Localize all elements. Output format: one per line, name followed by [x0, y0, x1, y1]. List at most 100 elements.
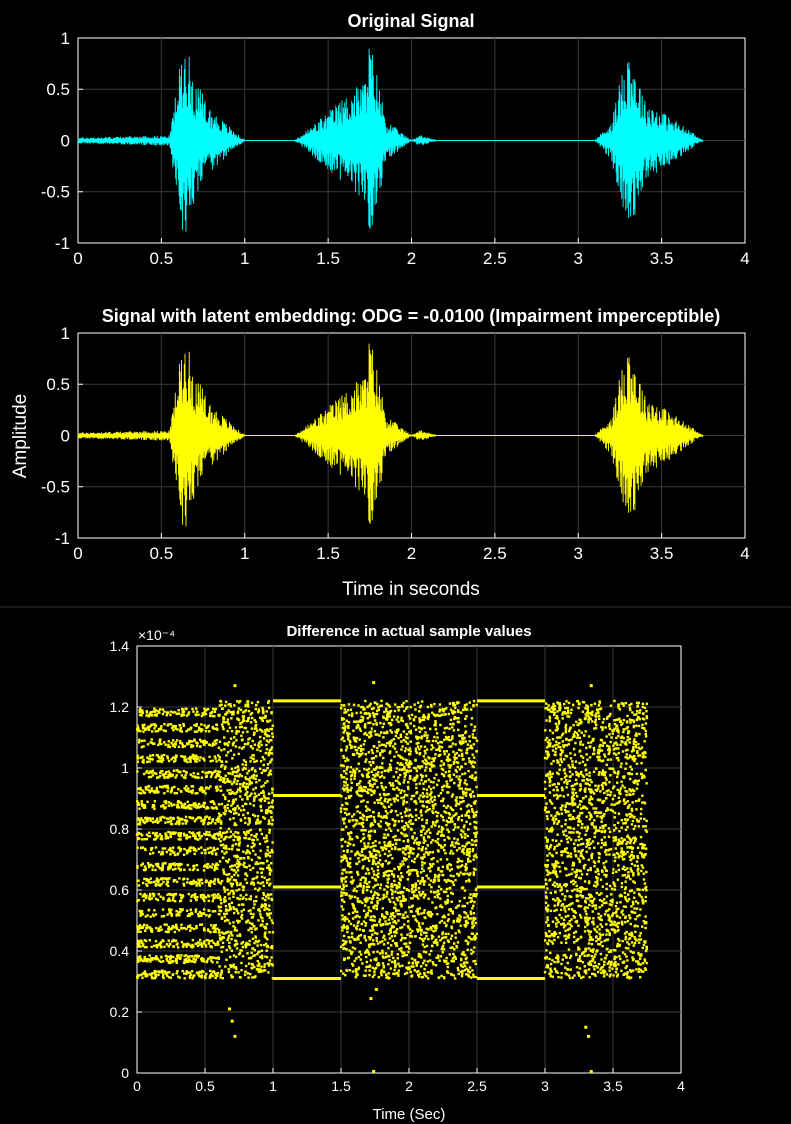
difference-point — [238, 788, 241, 791]
difference-point — [432, 935, 435, 938]
difference-point — [177, 745, 181, 749]
difference-point — [160, 853, 163, 856]
difference-point — [217, 957, 221, 960]
difference-point — [357, 920, 360, 923]
difference-point — [207, 787, 211, 790]
difference-point — [199, 894, 203, 898]
difference-point — [270, 727, 274, 731]
difference-point — [440, 745, 444, 749]
difference-point — [447, 712, 451, 716]
difference-point — [178, 864, 182, 867]
difference-point — [170, 757, 173, 761]
difference-point — [452, 919, 456, 923]
difference-point — [252, 844, 256, 848]
difference-point — [346, 802, 349, 806]
difference-point — [432, 781, 435, 784]
difference-point — [400, 926, 404, 929]
difference-point — [164, 806, 167, 809]
difference-point — [255, 703, 258, 707]
difference-point — [169, 774, 173, 778]
difference-point — [221, 777, 225, 780]
difference-point — [419, 965, 423, 968]
difference-point — [161, 866, 164, 869]
difference-point — [348, 713, 351, 717]
difference-point — [267, 964, 271, 967]
difference-point — [259, 955, 262, 959]
difference-point — [243, 710, 246, 713]
difference-point — [261, 868, 265, 871]
difference-point — [265, 739, 269, 742]
difference-point — [460, 787, 464, 790]
difference-point — [441, 865, 445, 869]
difference-point — [164, 877, 168, 881]
difference-point — [435, 956, 438, 959]
difference-point — [222, 886, 226, 889]
difference-point — [141, 862, 144, 865]
difference-point — [151, 742, 155, 745]
difference-point — [256, 944, 259, 947]
difference-point — [188, 976, 192, 979]
difference-point — [160, 915, 164, 918]
difference-point — [464, 725, 467, 728]
difference-point — [224, 700, 228, 704]
difference-point — [144, 915, 147, 918]
difference-point — [169, 847, 172, 851]
difference-point — [362, 865, 365, 868]
difference-point — [363, 936, 366, 939]
difference-point — [465, 853, 469, 856]
difference-point — [168, 927, 172, 931]
difference-point — [342, 756, 346, 759]
difference-point — [155, 943, 158, 947]
difference-point — [463, 791, 466, 795]
difference-point — [220, 834, 223, 837]
difference-point — [436, 890, 439, 893]
difference-point — [341, 929, 344, 932]
difference-point — [354, 976, 357, 979]
difference-point — [270, 758, 273, 761]
difference-point — [369, 915, 373, 918]
difference-point — [153, 707, 156, 710]
difference-point — [362, 814, 366, 818]
difference-point — [389, 729, 392, 732]
difference-point — [469, 708, 473, 711]
difference-point — [398, 883, 401, 886]
difference-point — [382, 805, 385, 808]
difference-point — [385, 895, 388, 898]
difference-point — [391, 885, 394, 888]
difference-point — [383, 888, 386, 891]
difference-point — [475, 703, 478, 707]
difference-point — [469, 912, 473, 916]
difference-point — [247, 717, 250, 720]
difference-point — [268, 873, 272, 876]
difference-point — [422, 950, 426, 953]
difference-point — [424, 758, 427, 761]
difference-point — [247, 850, 251, 853]
difference-point — [236, 869, 240, 872]
difference-point — [421, 892, 424, 896]
difference-point — [249, 713, 252, 716]
difference-point — [398, 838, 401, 841]
difference-point — [471, 760, 474, 763]
difference-point — [262, 763, 265, 767]
difference-point — [221, 843, 225, 846]
difference-point — [169, 864, 173, 867]
difference-point — [434, 728, 438, 731]
difference-point — [405, 888, 409, 891]
difference-point — [419, 894, 423, 897]
difference-point — [205, 786, 208, 789]
difference-point — [147, 926, 151, 929]
difference-point — [194, 954, 197, 958]
difference-point — [269, 748, 273, 751]
difference-point — [170, 940, 174, 943]
difference-point — [340, 891, 343, 894]
difference-point — [419, 972, 422, 975]
difference-point — [448, 862, 451, 866]
difference-point — [253, 731, 256, 734]
difference-point — [410, 822, 413, 826]
difference-point — [408, 717, 412, 720]
difference-point — [268, 908, 271, 912]
difference-point — [465, 805, 469, 808]
difference-point — [271, 977, 275, 980]
difference-point — [342, 924, 345, 927]
difference-point — [215, 738, 218, 742]
